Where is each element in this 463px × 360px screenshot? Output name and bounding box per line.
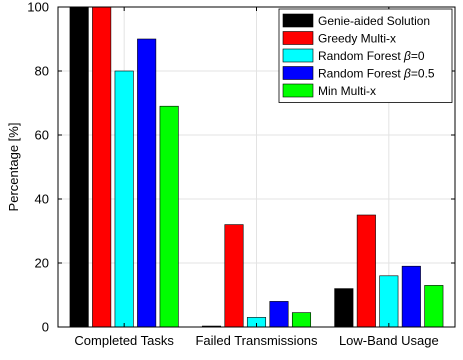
bar xyxy=(269,301,289,328)
legend-label: Random Forest β=0 xyxy=(318,49,425,63)
bar xyxy=(159,105,179,328)
bar xyxy=(291,312,312,328)
legend-swatch xyxy=(282,66,314,80)
legend-swatch xyxy=(282,13,314,28)
bar xyxy=(424,285,444,328)
legend-swatch xyxy=(282,83,314,98)
legend-label: Random Forest β=0.5 xyxy=(318,67,435,81)
bar xyxy=(401,265,421,328)
bar xyxy=(379,275,399,328)
x-tick-label: Failed Transmissions xyxy=(195,333,318,348)
x-tick-label: Low-Band Usage xyxy=(339,333,439,348)
bar xyxy=(356,214,376,328)
legend: Genie-aided Solution Greedy Multi-x Random… xyxy=(278,8,453,103)
y-tick-label: 60 xyxy=(35,128,49,143)
bar xyxy=(137,38,157,328)
y-tick-label: 40 xyxy=(35,192,49,207)
bar xyxy=(69,6,89,328)
x-axis-ticks: Completed Tasks Failed Transmissions Low-B… xyxy=(74,7,439,348)
legend-label: Min Multi-x xyxy=(318,84,376,98)
bars xyxy=(69,6,444,328)
legend-label: Genie-aided Solution xyxy=(318,14,430,28)
legend-label: Greedy Multi-x xyxy=(318,32,396,46)
bar xyxy=(114,70,134,328)
y-axis-ticks: 0 20 40 60 80 100 xyxy=(27,0,455,335)
x-tick-label: Completed Tasks xyxy=(74,333,174,348)
y-axis-label: Percentage [%] xyxy=(6,123,21,212)
legend-swatch xyxy=(282,48,314,63)
y-tick-label: 0 xyxy=(42,320,49,335)
y-tick-label: 100 xyxy=(27,0,49,15)
y-tick-label: 20 xyxy=(35,256,49,271)
bar xyxy=(92,6,112,328)
legend-swatch xyxy=(282,31,314,45)
bar xyxy=(334,288,354,328)
bar xyxy=(224,224,244,328)
y-tick-label: 80 xyxy=(35,64,49,79)
